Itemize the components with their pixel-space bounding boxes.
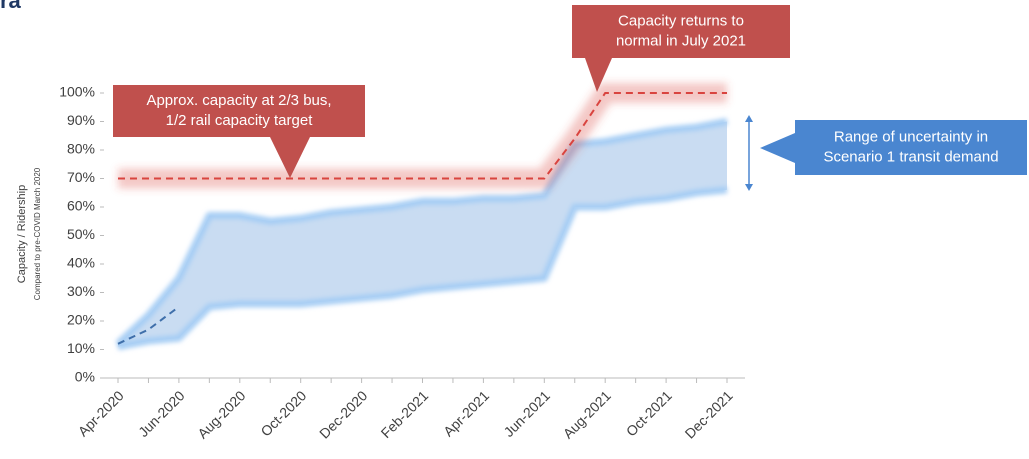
band-edge-upper: [115, 118, 728, 347]
y-axis-label: Capacity / Ridership: [16, 185, 28, 283]
annotations: Approx. capacity at 2/3 bus, 1/2 rail cap…: [113, 5, 1027, 191]
uncertainty-band: [118, 121, 727, 347]
x-tick-label: Oct-2021: [623, 387, 675, 439]
annotation-pointer: [760, 133, 795, 163]
series-line: [118, 92, 727, 180]
x-tick-label: Jun-2020: [135, 387, 188, 440]
y-tick-label: 20%: [67, 312, 95, 328]
x-tick-label: Aug-2020: [194, 387, 248, 441]
x-tick-label: Oct-2020: [257, 387, 309, 439]
x-tick-label: Jun-2021: [500, 387, 553, 440]
annotation-pointer: [270, 137, 310, 178]
range-arrow-head: [745, 184, 753, 191]
x-tick-label: Dec-2020: [316, 387, 370, 441]
y-axis-sublabel: Compared to pre-COVID March 2020: [33, 167, 42, 300]
y-tick-label: 50%: [67, 226, 95, 242]
annotation-text: 1/2 rail capacity target: [166, 112, 314, 129]
plot: [115, 83, 728, 351]
annotation-box: [795, 120, 1027, 175]
annotation-box: [572, 5, 790, 58]
x-tick-label: Apr-2021: [440, 387, 492, 439]
y-tick-label: 30%: [67, 283, 95, 299]
annotation-text: Range of uncertainty in: [834, 128, 988, 145]
y-tick-label: 0%: [75, 369, 95, 385]
y-tick-label: 70%: [67, 169, 95, 185]
x-tick-label: Dec-2021: [682, 387, 736, 441]
y-tick-label: 60%: [67, 198, 95, 214]
y-tick-label: 100%: [59, 84, 95, 100]
band-edge-lower: [117, 186, 728, 351]
annotation-text: Approx. capacity at 2/3 bus,: [146, 92, 331, 109]
title: ra: [0, 0, 22, 13]
range-arrow-head: [745, 115, 753, 122]
annotation-text: Capacity returns to: [618, 12, 744, 29]
y-tick-label: 40%: [67, 255, 95, 271]
y-tick-label: 10%: [67, 340, 95, 356]
y-tick-label: 80%: [67, 141, 95, 157]
annotation-pointer: [585, 58, 612, 92]
x-tick-label: Feb-2021: [378, 387, 432, 441]
annotation-box: [113, 85, 365, 137]
annotation-text: Scenario 1 transit demand: [823, 148, 998, 165]
annotation-text: normal in July 2021: [616, 32, 746, 49]
x-tick-label: Aug-2021: [560, 387, 614, 441]
y-tick-label: 90%: [67, 112, 95, 128]
x-tick-label: Apr-2020: [75, 387, 127, 439]
